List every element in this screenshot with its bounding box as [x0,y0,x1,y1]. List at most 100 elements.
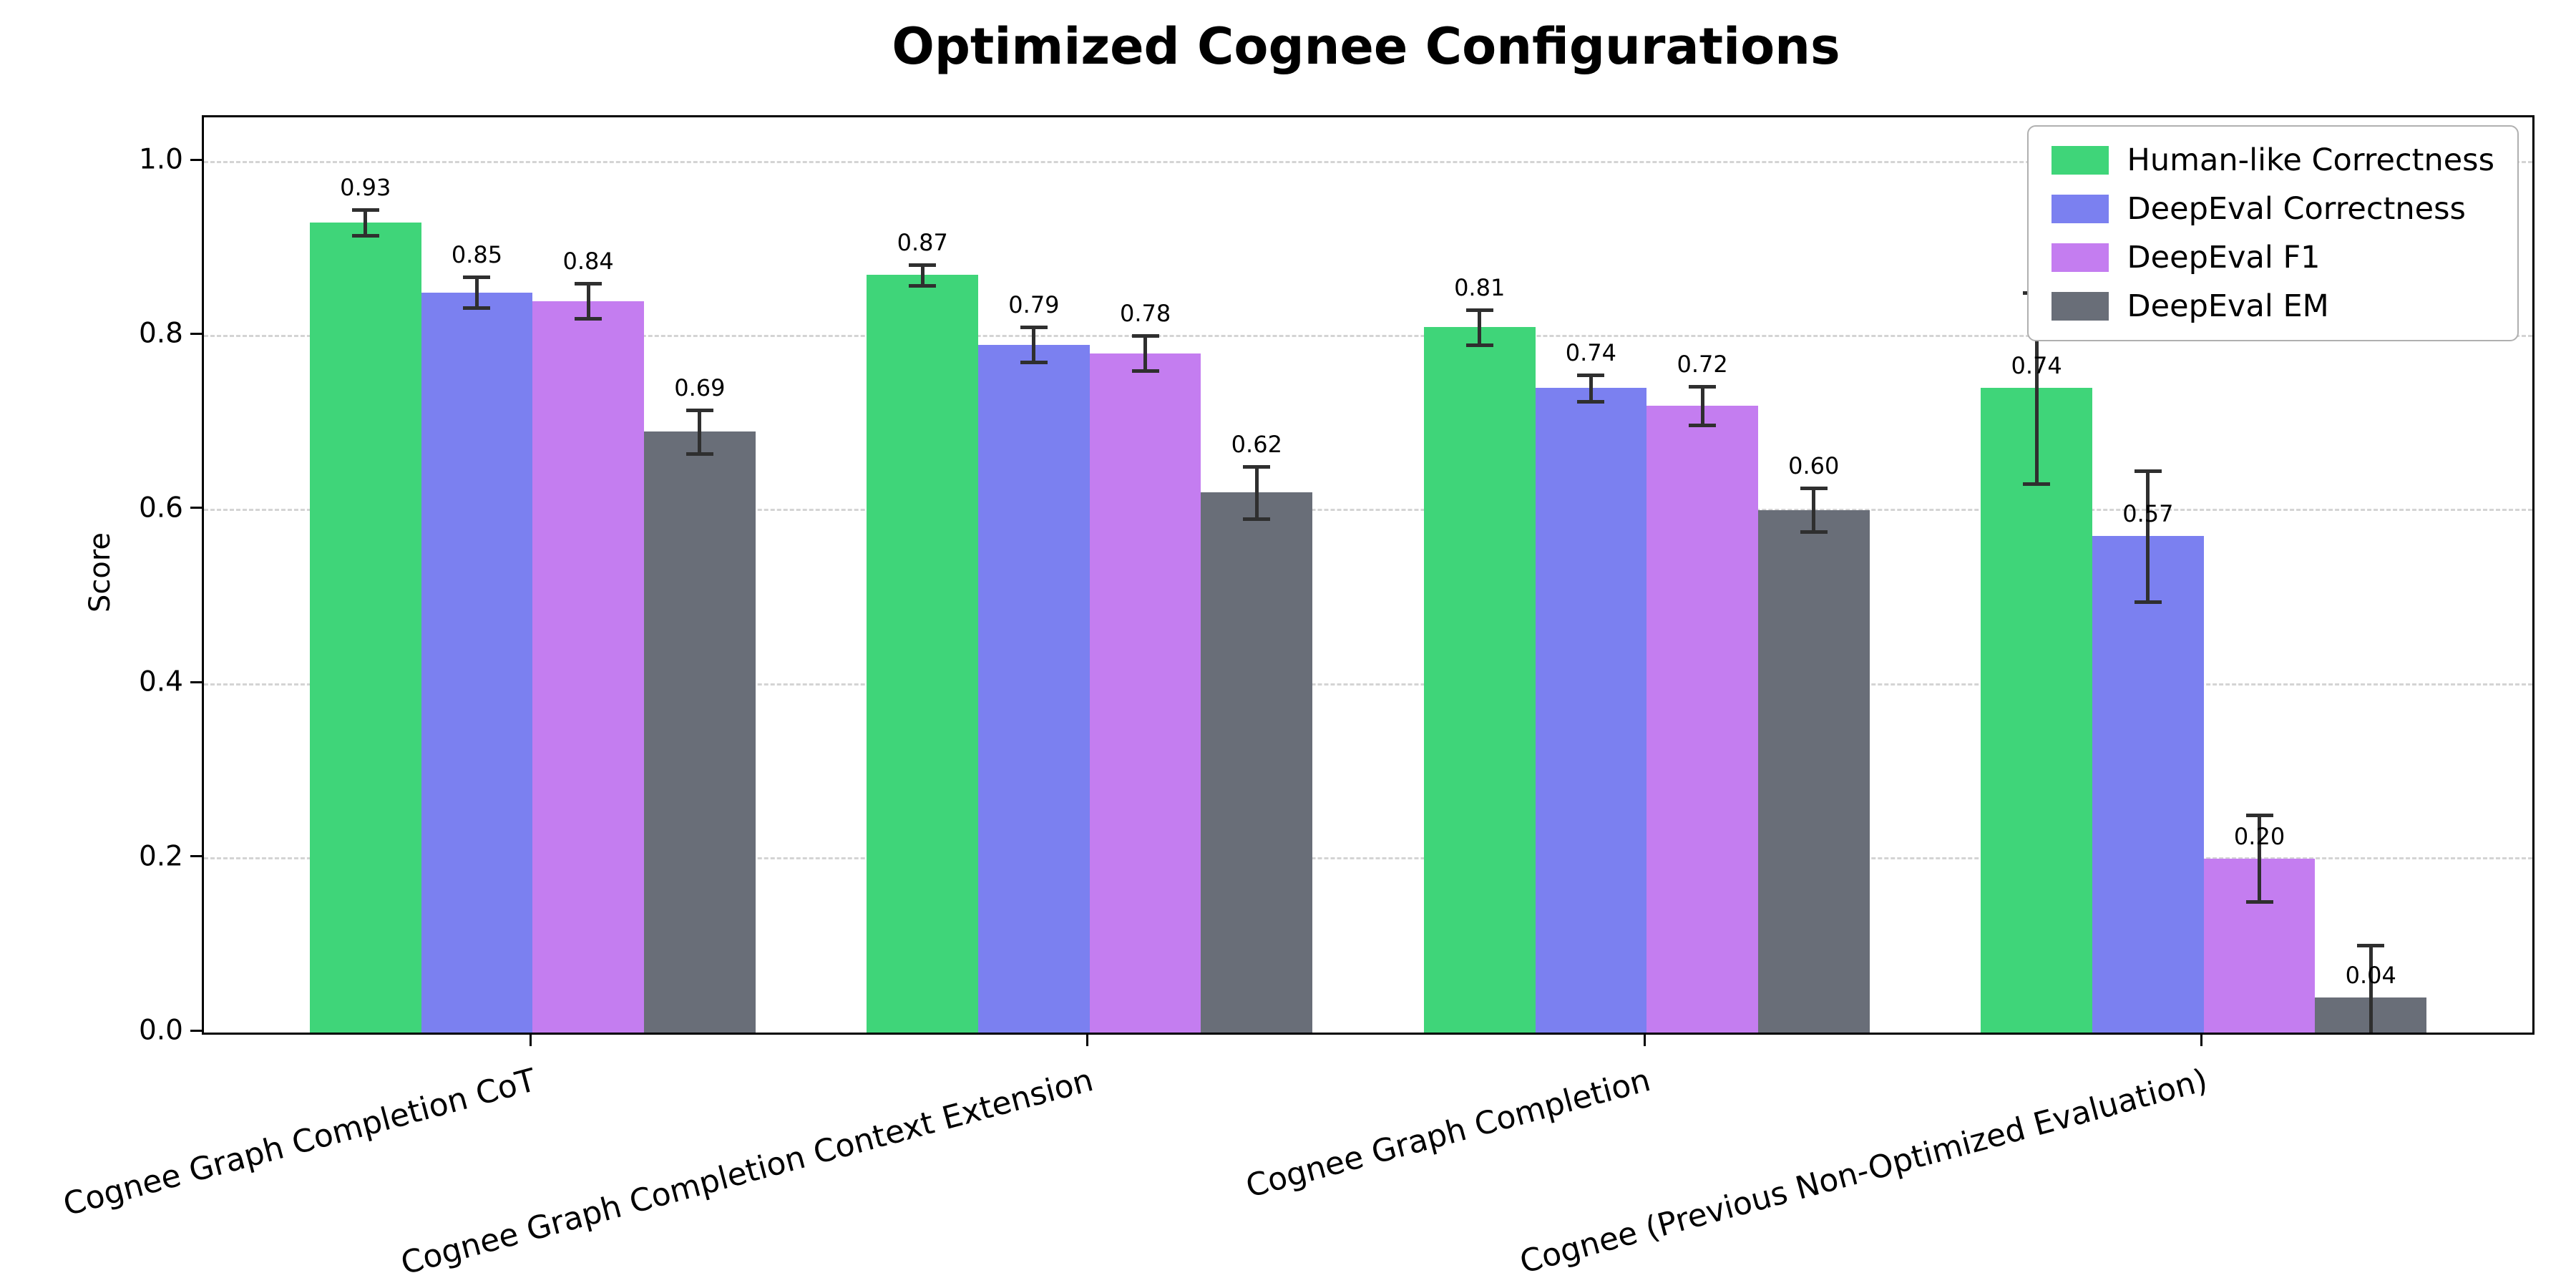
bar-value-label: 0.93 [340,173,391,201]
bar-value-label: 0.81 [1454,273,1506,301]
bar-value-label: 0.85 [451,240,503,268]
error-bar-cap [1465,343,1493,347]
legend-swatch [2051,195,2109,223]
error-bar-cap [2357,944,2385,948]
y-tick-label: 0.4 [138,665,183,698]
y-tick-mark [190,1029,202,1032]
bar-value-label: 0.60 [1788,452,1840,480]
chart-title: Optimized Cognee Configurations [892,17,1840,76]
x-tick-label: Cognee Graph Completion [1241,1062,1654,1206]
bar-value-label: 0.20 [2233,822,2285,850]
error-bar-cap [1577,399,1605,404]
bar [309,223,421,1033]
legend-swatch [2051,243,2109,272]
error-bar [586,283,590,319]
bar [1423,327,1536,1033]
error-bar-cap [1131,369,1159,374]
legend: Human-like Correctness DeepEval Correctne… [2026,125,2519,341]
gridline [204,683,2532,686]
legend-item: DeepEval EM [2051,288,2494,324]
error-bar-cap [686,408,713,412]
bar [1535,388,1647,1033]
bar [421,292,533,1033]
error-bar-cap [1800,487,1828,491]
legend-swatch [2051,292,2109,321]
error-bar [1700,386,1704,425]
error-bar-cap [1577,374,1605,378]
bar [1757,509,1870,1033]
error-bar [1478,309,1482,345]
bar-value-label: 0.57 [2122,500,2174,528]
legend-label: Human-like Correctness [2127,142,2494,178]
legend-item: DeepEval Correctness [2051,191,2494,227]
error-bar-cap [1465,308,1493,312]
y-tick-mark [190,507,202,509]
gridline [204,509,2532,512]
y-tick-mark [190,680,202,683]
bar [1201,492,1313,1033]
error-bar [1589,375,1593,401]
error-bar-cap [1020,326,1048,330]
error-bar-cap [1689,423,1717,427]
bar [978,344,1090,1033]
bar [1981,388,2092,1033]
error-bar [364,209,368,236]
error-bar [2034,292,2039,484]
error-bar [2146,471,2150,602]
legend-item: DeepEval F1 [2051,240,2494,275]
y-tick-mark [190,332,202,335]
x-tick-mark [529,1035,532,1046]
bar-value-label: 0.04 [2345,962,2396,990]
bar [1646,405,1758,1033]
y-tick-label: 0.0 [138,1014,183,1047]
legend-swatch [2051,146,2109,175]
y-tick-mark [190,855,202,858]
error-bar-cap [2245,813,2273,817]
y-tick-label: 0.8 [138,317,183,350]
bar [532,301,644,1033]
legend-item: Human-like Correctness [2051,142,2494,178]
error-bar-cap [575,282,602,286]
error-bar [698,409,702,454]
error-bar-cap [2134,469,2162,474]
bar-value-label: 0.69 [674,374,726,401]
error-bar-cap [1131,334,1159,338]
bar-value-label: 0.72 [1677,351,1728,378]
error-bar-cap [909,263,937,267]
error-bar-cap [351,208,379,212]
y-axis-label: Score [84,532,117,613]
error-bar-cap [351,234,379,238]
bar-value-label: 0.78 [1119,300,1171,328]
bar [1089,353,1201,1033]
error-bar-cap [1689,385,1717,389]
error-bar-cap [2245,900,2273,904]
bar-value-label: 0.79 [1008,291,1060,319]
y-tick-mark [190,158,202,161]
error-bar [1143,336,1148,371]
legend-label: DeepEval EM [2127,288,2329,324]
error-bar [1032,327,1036,362]
bar-value-label: 0.84 [562,248,614,275]
error-bar-cap [1243,517,1271,521]
error-bar-cap [2134,600,2162,604]
error-bar [2258,814,2262,902]
error-bar [1254,466,1259,519]
bar-value-label: 0.74 [1565,339,1616,367]
error-bar-cap [686,452,713,456]
error-bar [474,276,479,308]
x-tick-mark [1086,1035,1089,1046]
error-bar-cap [575,317,602,321]
legend-label: DeepEval Correctness [2127,191,2466,227]
bar-value-label: 0.87 [897,228,948,256]
bar-value-label: 0.62 [1231,430,1282,458]
error-bar [2368,945,2373,1033]
bar [643,431,756,1033]
x-tick-mark [1643,1035,1646,1046]
y-tick-label: 1.0 [138,143,183,176]
bar [2092,536,2204,1033]
gridline [204,334,2532,337]
error-bar [1812,488,1816,532]
x-tick-label: Cognee Graph Completion CoT [59,1062,540,1224]
error-bar-cap [463,275,491,279]
